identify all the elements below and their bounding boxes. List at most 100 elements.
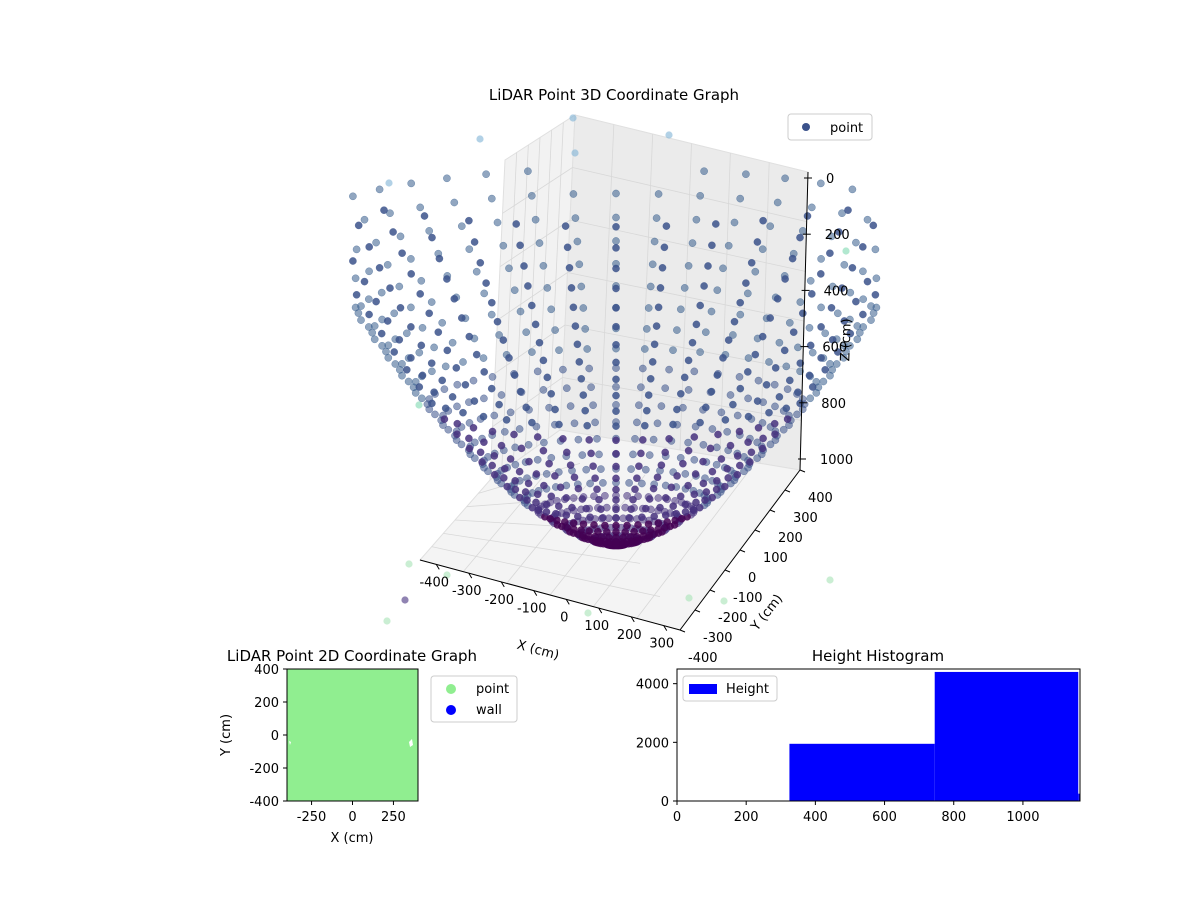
point-3d xyxy=(364,323,373,331)
point-3d xyxy=(673,472,681,480)
point-3d xyxy=(555,346,563,355)
point-3d xyxy=(360,277,369,286)
point-3d xyxy=(859,310,867,319)
point-3d xyxy=(660,243,669,252)
point-3d xyxy=(593,434,601,443)
point-3d xyxy=(676,305,685,314)
point-3d xyxy=(500,464,509,473)
point-3d xyxy=(581,406,590,415)
point-3d xyxy=(574,435,583,444)
point-3d xyxy=(402,329,411,338)
point-3d xyxy=(796,399,804,408)
point-3d xyxy=(499,241,508,250)
point-3d xyxy=(368,328,377,337)
point-3d xyxy=(635,462,643,471)
point-3d xyxy=(863,277,872,286)
point-3d xyxy=(448,393,457,401)
point-3d xyxy=(621,528,630,536)
point-3d xyxy=(816,270,825,278)
point-3d xyxy=(479,412,488,421)
point-3d xyxy=(773,294,782,303)
point-3d xyxy=(701,328,710,337)
point-3d xyxy=(641,465,650,474)
point-3d xyxy=(510,430,518,439)
point-3d xyxy=(775,338,784,347)
point-3d xyxy=(839,353,848,362)
point-3d xyxy=(601,521,609,530)
point-3d xyxy=(556,483,565,492)
ticks-histogram: 0 200 400 600 800 1000 0 2000 4000 xyxy=(636,678,1040,825)
point-3d xyxy=(380,206,388,215)
point-3d xyxy=(428,233,436,242)
y-tick-label-3d: 200 xyxy=(778,531,803,546)
point-3d xyxy=(457,314,466,322)
point-3d xyxy=(717,408,726,417)
point-3d xyxy=(859,267,867,276)
point-3d xyxy=(817,354,825,362)
point-3d xyxy=(612,528,620,536)
point-3d xyxy=(585,364,594,373)
point-3d xyxy=(540,481,548,490)
point-3d xyxy=(713,371,722,379)
y-tick-3d xyxy=(784,489,791,493)
point-3d xyxy=(726,391,735,399)
point-3d xyxy=(352,290,361,299)
point-3d xyxy=(465,216,473,225)
point-3d xyxy=(354,221,363,230)
point-3d xyxy=(500,427,509,436)
point-3d xyxy=(540,438,548,447)
point-3d xyxy=(511,460,520,469)
point-3d xyxy=(736,384,745,393)
point-3d xyxy=(569,494,578,502)
point-3d xyxy=(640,421,649,430)
point-3d xyxy=(542,470,551,478)
point-3d xyxy=(661,494,670,502)
point-3d xyxy=(428,367,436,376)
point-3d xyxy=(511,443,520,452)
point-3d xyxy=(807,203,816,212)
point-3d xyxy=(701,496,709,504)
point-3d xyxy=(571,214,580,222)
point-3d xyxy=(692,215,701,224)
point-3d xyxy=(565,263,574,272)
point-3d xyxy=(746,458,754,466)
point-3d xyxy=(440,385,449,394)
point-3d xyxy=(490,411,499,420)
point-3d xyxy=(684,481,692,490)
x-tick-3d xyxy=(565,599,570,605)
chart-3d: LiDAR Point 3D Coordinate Graph -400-300… xyxy=(349,86,881,666)
point-3d xyxy=(472,350,481,359)
point-3d xyxy=(708,493,717,502)
plot-frame-histogram xyxy=(676,668,1081,802)
legend-histogram-box xyxy=(682,675,778,702)
point-3d xyxy=(461,380,470,389)
point-3d xyxy=(511,485,520,494)
point-3d xyxy=(871,290,880,299)
point-3d xyxy=(762,380,771,389)
point-3d xyxy=(638,479,646,488)
point-3d xyxy=(411,389,420,397)
outlier-point-3d xyxy=(720,597,728,605)
y-tick-label-2d: 200 xyxy=(254,696,279,711)
point-3d xyxy=(742,170,750,179)
point-3d xyxy=(539,446,548,455)
point-3d xyxy=(559,365,567,374)
point-3d xyxy=(438,376,447,385)
point-3d xyxy=(690,455,699,464)
z-tick-label-3d: 400 xyxy=(824,284,849,299)
point-3d xyxy=(753,454,762,463)
point-3d xyxy=(416,290,425,298)
x-tick-3d xyxy=(533,590,538,596)
point-3d xyxy=(759,434,767,443)
point-3d xyxy=(681,470,690,478)
legend-histogram-swatch xyxy=(689,684,717,694)
point-3d xyxy=(667,483,676,492)
point-3d xyxy=(730,317,739,326)
z-tick-label-3d: 1000 xyxy=(820,453,853,468)
point-3d xyxy=(661,384,670,393)
x-tick-3d xyxy=(500,581,505,588)
point-3d xyxy=(488,373,497,381)
point-3d xyxy=(765,408,773,417)
point-3d xyxy=(833,309,842,318)
point-3d xyxy=(692,498,700,507)
